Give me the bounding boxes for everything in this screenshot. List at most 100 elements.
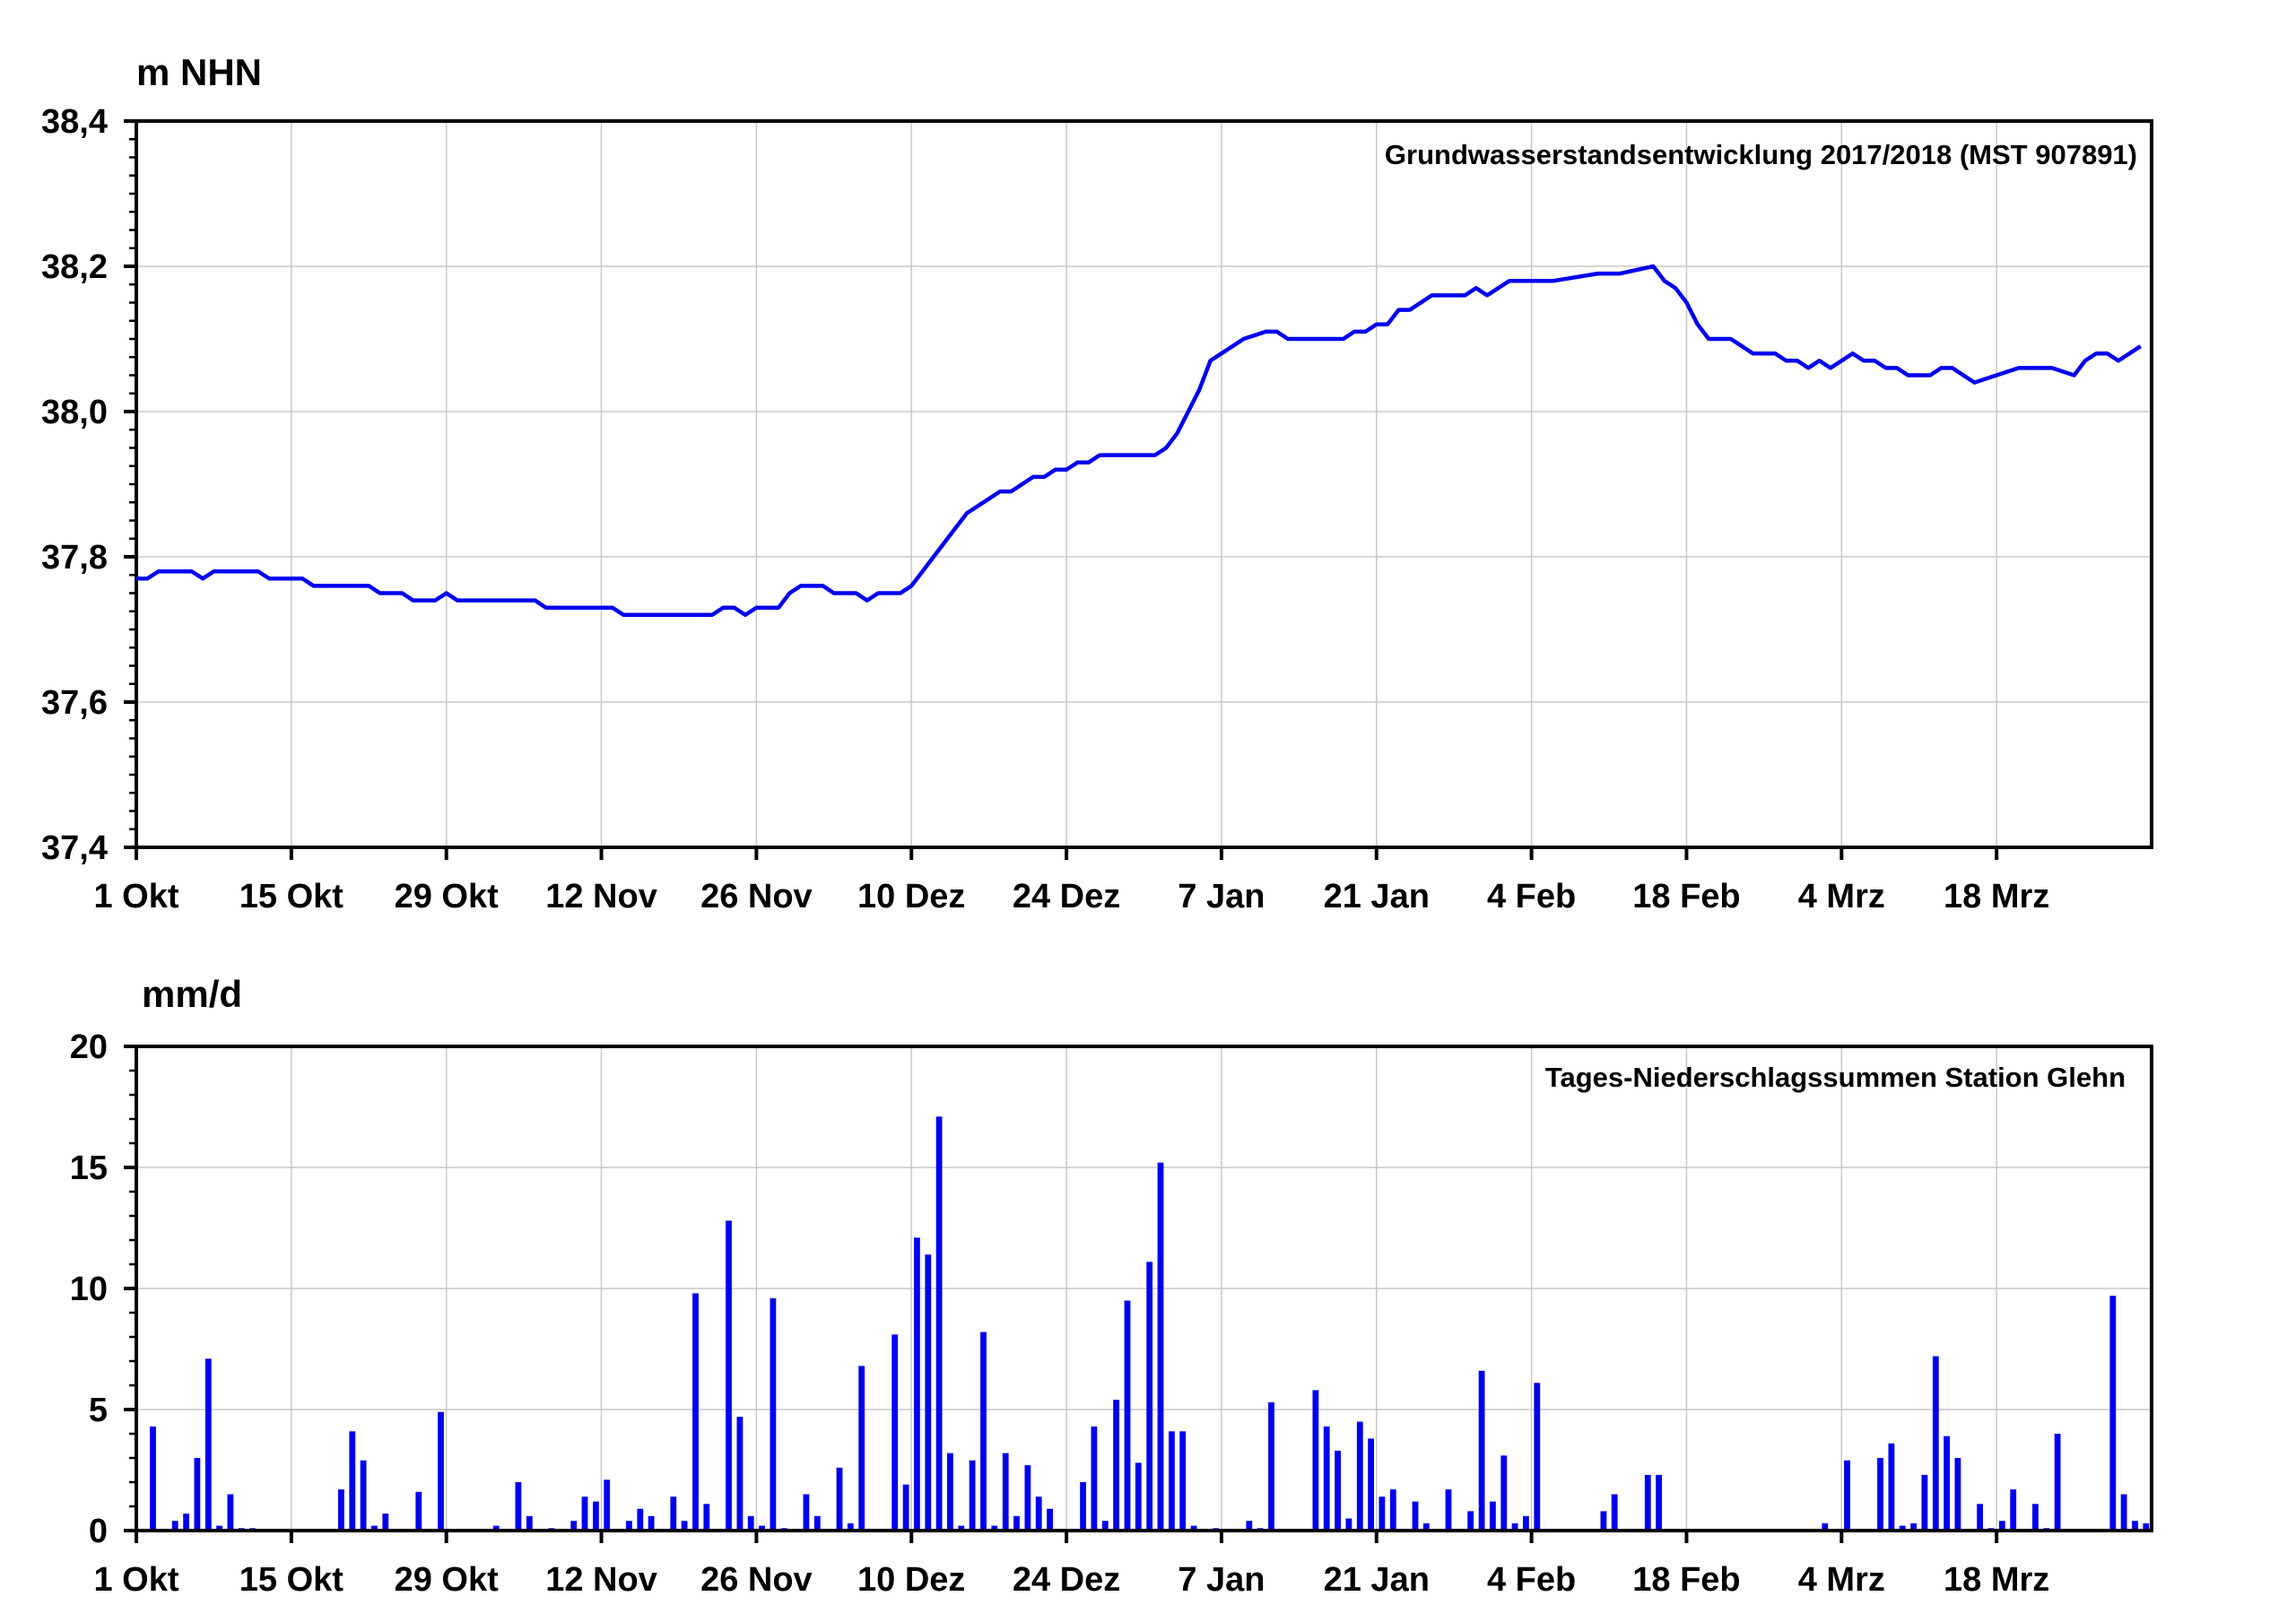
precipitation-bar [692,1293,699,1531]
precipitation-bar [1368,1438,1374,1531]
bottom-y-unit-label: mm/d [142,973,242,1015]
precipitation-bar [360,1460,367,1531]
bottom-x-axis: 1 Okt 15 Okt 29 Okt 12 Nov 26 Nov 10 Dez 24 De… [93,1531,2049,1599]
precipitation-bar [813,1515,821,1531]
precipitation-bar [1921,1474,1928,1531]
precipitation-bar [2132,1521,2138,1531]
y-tick-label: 38,0 [41,394,108,431]
precipitation-bar [593,1501,599,1531]
precipitation-bar [438,1411,444,1531]
precipitation-bar [1844,1460,1850,1531]
x-tick-label: 4 Feb [1487,1561,1576,1599]
precipitation-bar [1356,1421,1363,1531]
groundwater-level-line [136,264,2142,618]
precipitation-bar [526,1515,533,1531]
precipitation-bar [1345,1518,1352,1531]
precipitation-bar [902,1484,909,1531]
top-y-axis: 37,4 37,6 37,8 38,0 38,2 38,4 [41,103,136,867]
precipitation-bar [515,1482,522,1531]
y-tick-label: 20 [70,1028,108,1066]
precipitation-bar [1656,1474,1662,1531]
precipitation-bar [1899,1525,1906,1531]
bottom-chart-title: Tages-Niederschlagssummen Station Glehn [1545,1062,2126,1093]
precipitation-bar [947,1453,953,1531]
top-gridlines [136,121,2152,847]
x-tick-label: 29 Okt [395,1561,500,1599]
precipitation-bar [492,1525,500,1531]
precipitation-bar [1600,1511,1607,1531]
y-tick-label: 0 [89,1513,108,1550]
precipitation-bar [2054,1434,2061,1531]
precipitation-bar [1190,1525,1197,1531]
precipitation-bar [1080,1482,1086,1531]
x-tick-label: 7 Jan [1178,878,1265,915]
y-tick-label: 5 [89,1392,108,1429]
x-tick-label: 18 Mrz [1944,878,2049,915]
precipitation-bar [770,1297,777,1531]
precipitation-bar [1412,1501,1419,1531]
precipitation-bar [1124,1300,1131,1531]
precipitation-bar [371,1525,378,1531]
precipitation-bar [1490,1501,1496,1531]
x-tick-label: 1 Okt [93,878,178,915]
precipitation-bar [2109,1296,2117,1531]
precipitation-bar [1910,1523,1917,1531]
precipitation-bar [1146,1262,1153,1531]
precipitation-bar [681,1521,688,1531]
precipitation-bar [1091,1426,1098,1531]
x-tick-label: 26 Nov [700,878,813,915]
precipitation-bars [150,1116,2150,1531]
precipitation-bar [670,1497,677,1531]
precipitation-bar [1511,1523,1518,1531]
precipitation-bar [1013,1515,1020,1531]
precipitation-bar [980,1332,987,1531]
precipitation-bar [1335,1450,1341,1531]
precipitation-bar [2010,1489,2017,1531]
precipitation-bar [2032,1504,2039,1531]
y-tick-label: 38,4 [41,103,108,141]
precipitation-bar [171,1521,178,1531]
x-tick-label: 21 Jan [1324,1561,1430,1599]
precipitation-bar [1888,1443,1895,1531]
groundwater-chart: m NHN 37,4 37,6 37,8 38,0 38,2 38,4 1 Okt 15 O… [41,51,2153,915]
precipitation-bar [914,1237,920,1531]
precipitation-bar [847,1523,854,1531]
precipitation-bar [1822,1523,1829,1531]
x-tick-label: 12 Nov [545,1561,657,1599]
precipitation-bar [581,1497,588,1531]
precipitation-bar [1523,1515,1529,1531]
x-tick-label: 10 Dez [857,878,965,915]
x-tick-label: 18 Mrz [1944,1561,2049,1599]
precipitation-bar [150,1426,156,1531]
precipitation-bar [1101,1521,1109,1531]
x-tick-label: 4 Feb [1487,878,1576,915]
y-tick-label: 37,4 [41,829,108,867]
x-tick-label: 4 Mrz [1798,878,1885,915]
precipitation-bar [570,1521,578,1531]
precipitation-bar [1422,1523,1430,1531]
precipitation-bar [803,1494,810,1531]
precipitation-bar [1611,1494,1618,1531]
y-tick-label: 38,2 [41,248,108,286]
precipitation-bar [858,1366,865,1531]
precipitation-bar [703,1504,710,1531]
y-tick-label: 37,8 [41,539,108,577]
x-tick-label: 10 Dez [857,1561,965,1599]
precipitation-bar [1113,1400,1119,1531]
precipitation-bar [1135,1462,1142,1531]
x-tick-label: 18 Feb [1632,878,1740,915]
precipitation-bar [925,1254,932,1531]
precipitation-bar [1378,1497,1386,1531]
precipitation-bar [626,1521,632,1531]
precipitation-bar [1445,1489,1452,1531]
precipitation-bar [382,1514,389,1531]
precipitation-bar [1389,1489,1396,1531]
precipitation-bar [1877,1458,1883,1531]
bottom-y-axis: 0 5 10 15 20 [70,1028,136,1550]
precipitation-bar [969,1460,976,1531]
precipitation-bar [183,1514,189,1531]
precipitation-bar [604,1479,611,1531]
precipitation-bar [1534,1383,1541,1531]
x-tick-label: 24 Dez [1013,1561,1120,1599]
precipitation-bar [991,1525,998,1531]
